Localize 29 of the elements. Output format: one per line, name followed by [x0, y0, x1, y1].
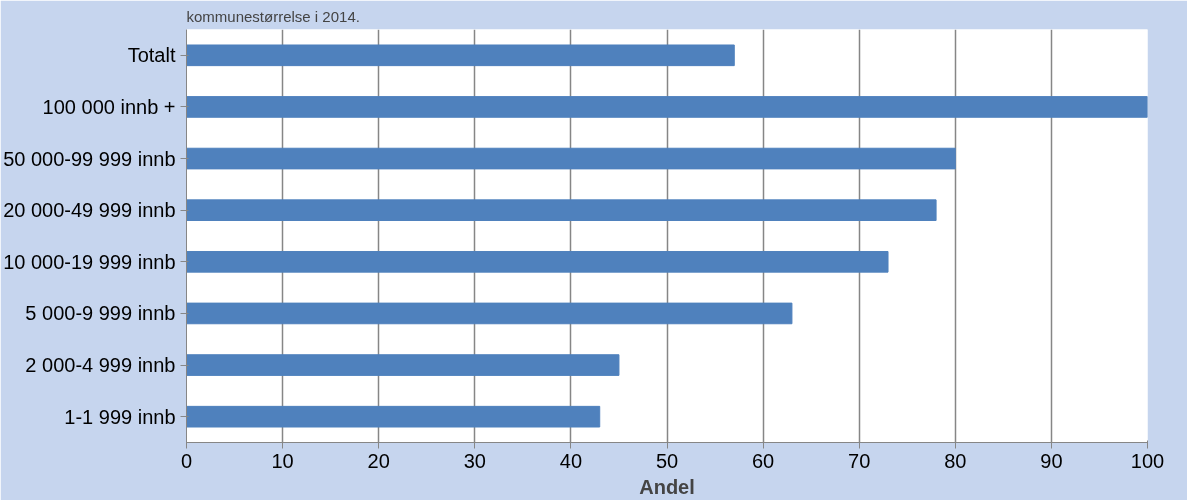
y-tick-label: 20 000-49 999 innb: [3, 199, 176, 222]
y-tick-label: 50 000-99 999 innb: [3, 147, 176, 170]
bar: [186, 405, 601, 428]
x-tick-label: 30: [463, 449, 486, 472]
bar: [186, 250, 889, 273]
x-tick-label: 40: [559, 449, 583, 472]
bar: [186, 147, 956, 170]
chart-title: kommunestørrelse i 2014.: [186, 7, 360, 25]
y-tick-label: 10 000-19 999 innb: [3, 250, 176, 273]
y-tick-label: 5 000-9 999 innb: [25, 302, 176, 325]
y-tick-label: 100 000 innb +: [42, 95, 176, 118]
x-tick-label: 80: [944, 449, 967, 472]
bar: [186, 96, 1148, 118]
bar: [186, 354, 620, 376]
x-tick-label: 70: [848, 449, 871, 472]
x-tick-label: 10: [271, 449, 294, 472]
y-tick-label: Totalt: [127, 44, 176, 67]
bar: [186, 302, 793, 325]
x-tick-label: 100: [1130, 449, 1165, 472]
x-tick-label: 0: [180, 449, 193, 472]
y-tick-label: 2 000-4 999 innb: [25, 354, 176, 377]
bar: [186, 44, 735, 67]
bar: [186, 199, 937, 222]
x-tick-label: 20: [367, 449, 390, 472]
x-tick-label: 90: [1040, 449, 1063, 472]
x-tick-label: 60: [751, 449, 775, 472]
y-tick-label: 1-1 999 innb: [64, 405, 176, 428]
x-axis-title: Andel: [639, 475, 695, 498]
x-tick-label: 50: [655, 449, 679, 472]
